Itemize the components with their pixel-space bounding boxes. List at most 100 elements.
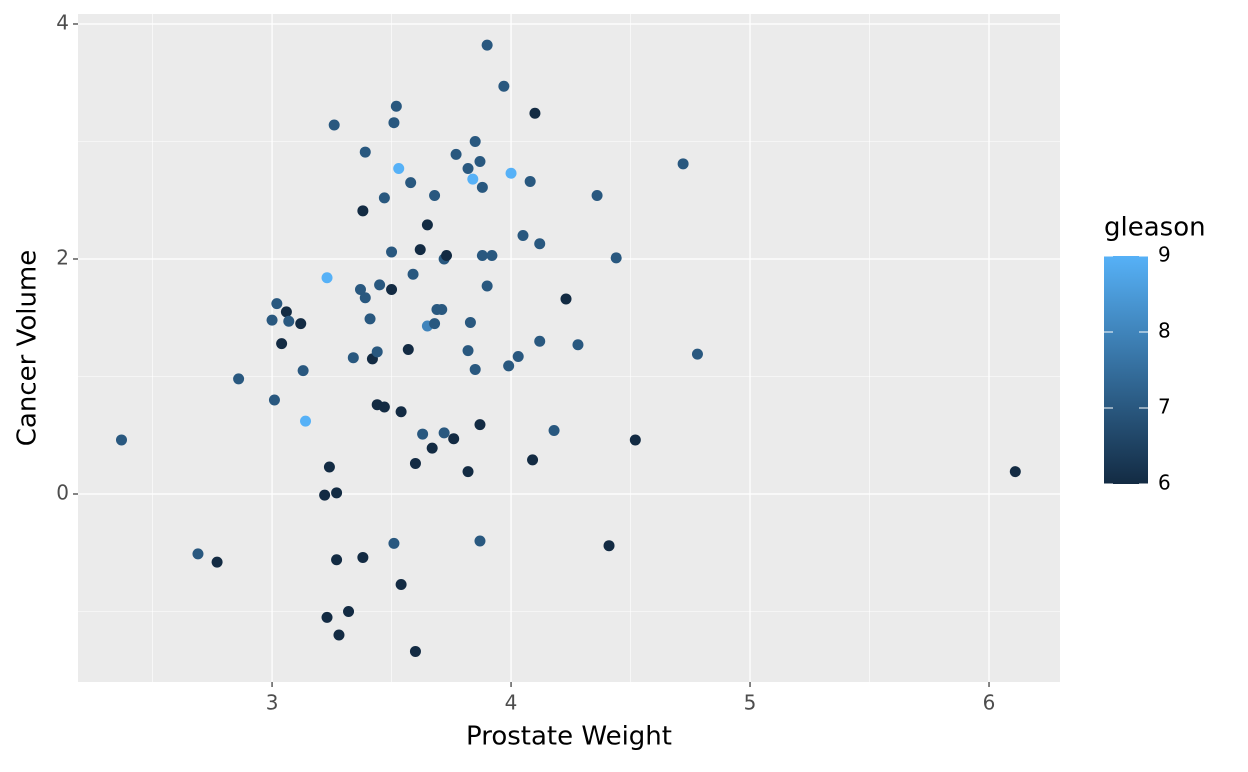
- point: [393, 163, 405, 175]
- point: [481, 39, 493, 51]
- point: [386, 284, 398, 296]
- point: [450, 148, 462, 160]
- point: [386, 246, 398, 258]
- point: [343, 605, 355, 617]
- point: [357, 551, 369, 563]
- point: [388, 117, 400, 129]
- point: [323, 461, 335, 473]
- point: [467, 173, 479, 185]
- point: [469, 135, 481, 147]
- point: [280, 306, 292, 318]
- colorbar: [1104, 256, 1148, 484]
- point: [524, 175, 536, 187]
- point: [462, 466, 474, 478]
- point: [1009, 466, 1021, 478]
- x-axis-title: Prostate Weight: [466, 722, 672, 752]
- point: [233, 373, 245, 385]
- point: [677, 158, 689, 170]
- point: [347, 352, 359, 364]
- point: [534, 335, 546, 347]
- point: [378, 192, 390, 204]
- point: [498, 80, 510, 92]
- point: [409, 457, 421, 469]
- point: [192, 548, 204, 560]
- point: [211, 556, 223, 568]
- point: [405, 177, 417, 189]
- point: [438, 427, 450, 439]
- x-tick-label: 4: [505, 691, 518, 715]
- point: [426, 442, 438, 454]
- y-axis-title: Cancer Volume: [13, 250, 43, 447]
- point: [297, 365, 309, 377]
- point: [414, 244, 426, 256]
- point: [429, 190, 441, 202]
- point: [591, 190, 603, 202]
- point: [374, 279, 386, 291]
- point: [283, 315, 295, 327]
- point: [464, 316, 476, 328]
- point: [629, 434, 641, 446]
- point: [421, 219, 433, 231]
- point: [378, 401, 390, 413]
- point: [266, 314, 278, 326]
- point: [429, 318, 441, 330]
- colorbar-label: 6: [1158, 471, 1171, 495]
- point: [115, 434, 127, 446]
- point: [417, 428, 429, 440]
- point: [371, 346, 383, 358]
- point: [548, 425, 560, 437]
- point: [276, 338, 288, 350]
- point: [517, 229, 529, 241]
- point: [300, 415, 312, 427]
- point: [476, 181, 488, 193]
- point: [481, 280, 493, 292]
- point: [395, 578, 407, 590]
- point: [354, 284, 366, 296]
- point: [469, 363, 481, 375]
- point: [328, 119, 340, 131]
- point: [357, 205, 369, 217]
- point: [331, 487, 343, 499]
- colorbar-label: 7: [1158, 395, 1171, 419]
- x-tick-label: 3: [266, 691, 279, 715]
- point: [486, 249, 498, 261]
- point: [505, 167, 517, 179]
- x-tick-label: 6: [983, 691, 996, 715]
- point: [474, 535, 486, 547]
- point: [572, 339, 584, 351]
- point: [462, 163, 474, 175]
- point: [436, 304, 448, 316]
- point: [534, 238, 546, 250]
- x-tick-label: 5: [744, 691, 757, 715]
- point: [321, 272, 333, 284]
- point: [295, 318, 307, 330]
- point: [610, 252, 622, 264]
- point: [462, 345, 474, 357]
- y-tick-label: 4: [56, 10, 69, 34]
- point: [527, 454, 539, 466]
- point: [512, 351, 524, 363]
- panel: [78, 14, 1060, 682]
- point: [395, 406, 407, 418]
- point: [476, 249, 488, 261]
- point: [474, 419, 486, 431]
- point: [503, 360, 515, 372]
- point: [364, 313, 376, 325]
- point: [409, 645, 421, 657]
- point: [603, 540, 615, 552]
- point: [402, 343, 414, 355]
- colorbar-label: 8: [1158, 319, 1171, 343]
- point: [448, 433, 460, 445]
- point: [474, 155, 486, 167]
- point: [359, 292, 371, 304]
- point: [388, 537, 400, 549]
- y-tick-label: 0: [56, 480, 69, 504]
- point: [441, 249, 453, 261]
- point: [331, 554, 343, 566]
- point: [407, 268, 419, 280]
- point: [529, 107, 541, 119]
- point: [560, 293, 572, 305]
- y-tick-label: 2: [56, 245, 69, 269]
- point: [319, 489, 331, 501]
